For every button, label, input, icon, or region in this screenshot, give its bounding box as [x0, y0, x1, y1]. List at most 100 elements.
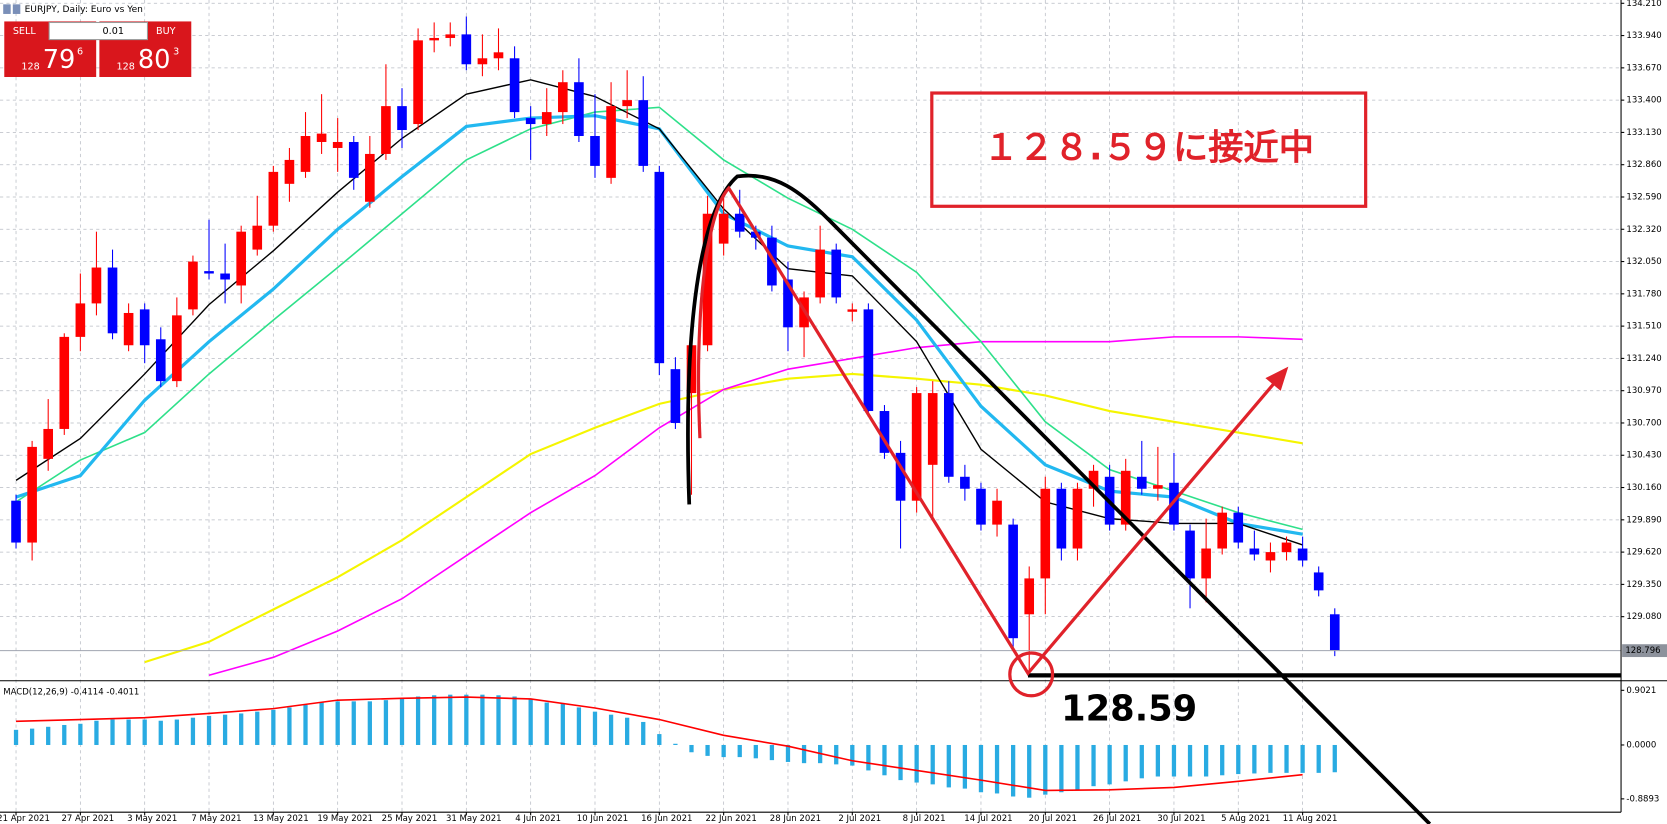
candle-body — [332, 141, 343, 148]
candle-body — [381, 106, 391, 154]
header: EURJPY, Daily: Euro vs Yen SELL BUY 0.01… — [3, 4, 192, 77]
macd-bar — [1091, 744, 1096, 787]
macd-bar — [962, 744, 968, 789]
macd-bar — [930, 744, 935, 785]
candle-body — [686, 345, 697, 394]
y-tick-label: 131.780 — [1626, 289, 1661, 299]
candle-body — [590, 136, 600, 166]
x-tick-label: 26 Jul 2021 — [1093, 814, 1141, 824]
arrow-head — [1265, 366, 1289, 391]
candle-body — [1249, 548, 1260, 555]
candle-body — [638, 100, 649, 166]
x-tick-label: 22 Jun 2021 — [705, 814, 756, 824]
lot-box[interactable] — [48, 21, 148, 41]
last-price-label: 128.796 — [1625, 646, 1660, 656]
note-box — [930, 91, 1368, 208]
candle-body — [429, 37, 439, 41]
x-tick-label: 30 Jul 2021 — [1157, 814, 1205, 824]
candle-body — [879, 411, 890, 453]
y-tick-label: 0.9021 — [1626, 686, 1656, 696]
candle-body — [1072, 488, 1083, 549]
macd-bar — [560, 703, 565, 745]
macd-bar — [110, 719, 115, 745]
y-tick-label: 132.860 — [1626, 160, 1661, 170]
candle-body — [477, 58, 488, 65]
macd-bar — [206, 715, 212, 745]
candle-body — [911, 393, 922, 501]
sell-label[interactable]: SELL — [13, 26, 37, 37]
pattern-lines — [696, 185, 1282, 676]
x-tick-label: 21 Apr 2021 — [0, 814, 50, 824]
moving-average — [15, 106, 1303, 531]
price-pane — [0, 16, 1622, 677]
candle-body — [59, 336, 70, 429]
candle-body — [541, 112, 552, 125]
macd-bar — [255, 711, 260, 745]
macd-bar — [1155, 744, 1161, 777]
candle-body — [1008, 524, 1018, 639]
candle-body — [1120, 470, 1131, 525]
candle-body — [558, 82, 568, 113]
buy-label[interactable]: BUY — [156, 26, 176, 37]
macd-bar — [1027, 744, 1032, 798]
macd-bar — [1236, 744, 1241, 775]
x-tick-label: 10 Jun 2021 — [577, 814, 628, 824]
macd-bar — [13, 729, 19, 745]
macd-bar — [1220, 744, 1225, 776]
macd-bar — [834, 744, 839, 765]
macd-bar — [576, 707, 582, 745]
candle-body — [606, 106, 616, 178]
macd-bar — [592, 711, 598, 745]
x-tick-label: 13 May 2021 — [253, 814, 309, 824]
macd-bar — [480, 694, 485, 745]
macd-bar — [689, 744, 694, 753]
macd-bar — [850, 744, 855, 766]
candle-body — [91, 267, 102, 304]
candle-body — [1185, 530, 1195, 579]
candle-body — [525, 118, 536, 125]
macd-bar — [1123, 744, 1128, 782]
macd-bar — [705, 744, 710, 756]
macd-bar — [1171, 744, 1177, 777]
candle-body — [252, 225, 263, 250]
y-tick-label: 131.240 — [1626, 354, 1661, 364]
moving-average — [15, 79, 1303, 546]
macd-bar — [496, 695, 501, 745]
last-price-box — [1622, 644, 1667, 658]
macd-bar — [335, 701, 340, 745]
x-tick-label: 19 May 2021 — [317, 814, 373, 824]
candle-body — [992, 500, 1002, 525]
macd-bar — [625, 717, 630, 745]
macd-bar — [351, 701, 356, 745]
y-tick-label: 133.940 — [1626, 31, 1661, 41]
candle-body — [43, 428, 54, 459]
sell-main: 79 — [43, 45, 76, 75]
level-circle — [1008, 651, 1055, 698]
macd-bar — [914, 744, 919, 783]
y-tick-label: 131.510 — [1626, 322, 1661, 332]
annotations: １２８.５９に接近中 128.59 — [686, 91, 1622, 824]
y-tick-label: 132.320 — [1626, 225, 1661, 235]
candle-body — [1281, 542, 1292, 553]
candle-body — [927, 393, 938, 465]
y-tick-label: 129.620 — [1626, 548, 1661, 558]
y-tick-label: 132.050 — [1626, 257, 1661, 267]
macd-bar — [1139, 744, 1144, 779]
sell-sup: 6 — [77, 46, 83, 57]
y-tick-label: 129.080 — [1626, 612, 1661, 622]
macd-bar — [641, 721, 646, 745]
macd-bar — [158, 720, 163, 745]
lot-value[interactable]: 0.01 — [103, 26, 124, 37]
x-tick-label: 3 May 2021 — [127, 814, 177, 824]
buy-prefix: 128 — [116, 61, 134, 72]
macd-bar — [1107, 744, 1112, 785]
macd-bar — [737, 744, 742, 758]
candle-body — [155, 339, 166, 382]
macd-bar — [801, 744, 807, 764]
buy-sup: 3 — [173, 46, 179, 57]
candle-body — [348, 141, 359, 178]
macd-bar — [383, 700, 389, 745]
